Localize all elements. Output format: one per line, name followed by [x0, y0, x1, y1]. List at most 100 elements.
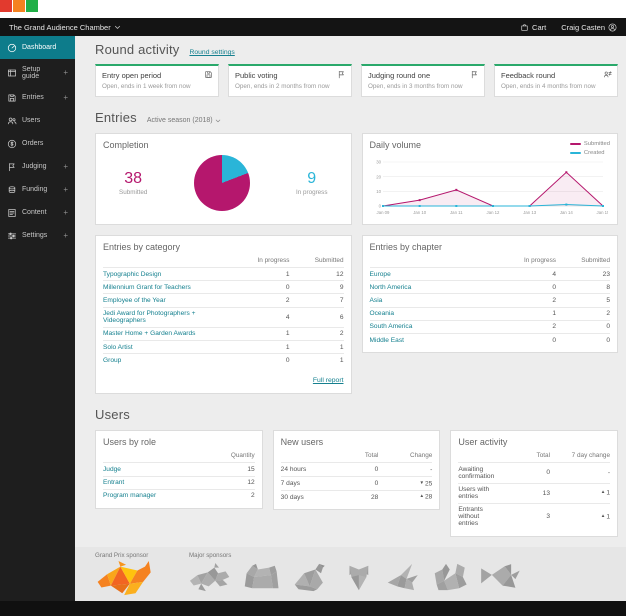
column-header-in-progress: In progress — [257, 257, 290, 264]
submitted-value: 12 — [289, 266, 344, 281]
sidebar-item-icon — [7, 208, 17, 218]
major-sponsors-label: Major sponsors — [189, 552, 232, 559]
expand-plus-icon[interactable]: + — [63, 161, 68, 171]
svg-text:Jan 15: Jan 15 — [596, 209, 607, 214]
svg-text:Jan 11: Jan 11 — [450, 209, 463, 214]
origami-dragon-icon — [95, 561, 159, 597]
round-settings-link[interactable]: Round settings — [189, 49, 235, 56]
completion-card: Completion 38 Submitted 9 In progress — [95, 133, 352, 225]
period-label: 30 days — [280, 489, 325, 504]
svg-text:Jan 14: Jan 14 — [559, 209, 573, 214]
column-header-total: Total — [536, 452, 551, 460]
user-name: Craig Casten — [561, 22, 605, 32]
round-card-title: Judging round one — [368, 71, 431, 80]
entries-by-chapter-title: Entries by chapter — [369, 242, 443, 252]
expand-plus-icon[interactable]: + — [63, 184, 68, 194]
expand-plus-icon[interactable]: + — [63, 67, 68, 77]
table-row: Judge 15 — [103, 462, 255, 476]
full-report-link[interactable]: Full report — [312, 377, 344, 385]
users-title: Users — [95, 407, 130, 423]
sidebar-item-label: Entries — [22, 94, 44, 101]
chapter-link[interactable]: Asia — [369, 296, 383, 304]
column-header — [370, 255, 503, 268]
category-link[interactable]: Typographic Design — [103, 270, 162, 278]
sidebar-item[interactable]: Judging + — [0, 155, 75, 178]
in-progress-value: 2 — [235, 293, 290, 308]
quantity-value: 2 — [200, 488, 255, 502]
role-link[interactable]: Program manager — [103, 492, 157, 500]
origami-sponsor-icon — [431, 562, 470, 592]
change-value: ▼25 — [378, 476, 433, 491]
sidebar-item-label: Judging — [22, 163, 47, 170]
origami-sponsor-icon — [479, 562, 522, 592]
in-progress-stat: 9 In progress — [296, 170, 328, 196]
total-value: 28 — [324, 489, 379, 504]
entries-title: Entries — [95, 110, 137, 125]
category-link[interactable]: Jedi Award for Photographers + Videograp… — [103, 310, 196, 325]
table-row: Oceania 1 2 — [369, 306, 610, 321]
in-progress-label: In progress — [295, 188, 328, 196]
category-link[interactable]: Solo Artist — [103, 343, 133, 351]
origami-sponsor-icon — [291, 562, 332, 592]
in-progress-value: 0 — [235, 353, 290, 367]
in-progress-value: 0 — [235, 280, 290, 294]
cart-button[interactable]: Cart — [520, 23, 546, 32]
brand-square — [13, 0, 25, 12]
chapter-link[interactable]: North America — [369, 283, 412, 291]
submitted-value: 1 — [289, 353, 344, 367]
category-link[interactable]: Group — [103, 356, 122, 364]
submitted-value: 9 — [289, 280, 344, 294]
sidebar-item[interactable]: Funding + — [0, 178, 75, 201]
account-switcher[interactable]: The Grand Audience Chamber — [9, 23, 121, 32]
svg-text:0: 0 — [378, 203, 381, 208]
legend-swatch — [569, 143, 581, 145]
table-row: Entrant 12 — [103, 475, 255, 490]
round-card: Feedback round Open, ends in 4 months fr… — [494, 64, 618, 97]
trend-arrow-icon: ▼ — [419, 479, 424, 485]
chapter-link[interactable]: Europe — [369, 270, 391, 278]
in-progress-count: 9 — [307, 170, 317, 188]
sidebar-item[interactable]: Entries + — [0, 86, 75, 109]
in-progress-value: 0 — [502, 280, 556, 294]
round-activity-title: Round activity — [95, 42, 180, 57]
category-link[interactable]: Employee of the Year — [103, 296, 166, 304]
expand-plus-icon[interactable]: + — [63, 92, 68, 102]
season-filter-label: Active season (2018) — [146, 117, 213, 124]
expand-plus-icon[interactable]: + — [63, 230, 68, 240]
sidebar-item[interactable]: Dashboard — [0, 36, 75, 59]
chapter-link[interactable]: Middle East — [369, 336, 404, 344]
svg-text:20: 20 — [376, 174, 381, 179]
sidebar-item-label: Funding — [22, 186, 48, 193]
table-row: 30 days 28 ▲28 — [280, 489, 433, 504]
role-link[interactable]: Judge — [103, 465, 121, 473]
trend-arrow-icon: ▲ — [600, 513, 606, 519]
activity-label: Awaiting confirmation — [458, 462, 497, 483]
chapter-link[interactable]: Oceania — [369, 310, 395, 318]
legend-label: Submitted — [583, 141, 610, 147]
round-card-title: Feedback round — [501, 71, 556, 80]
category-link[interactable]: Millennium Grant for Teachers — [103, 283, 191, 291]
user-activity-title: User activity — [458, 437, 508, 448]
origami-sponsor-icon — [342, 562, 376, 592]
submitted-value: 1 — [289, 339, 344, 354]
sidebar-item[interactable]: Settings + — [0, 224, 75, 247]
round-card-icon — [204, 70, 213, 79]
category-link[interactable]: Master Home + Garden Awards — [103, 330, 196, 338]
sidebar-item[interactable]: Users — [0, 109, 75, 132]
user-menu[interactable]: Craig Casten — [561, 23, 617, 32]
svg-text:30: 30 — [376, 159, 381, 164]
role-link[interactable]: Entrant — [103, 479, 125, 487]
sidebar-item-icon — [7, 68, 17, 78]
column-header-submitted: Submitted — [581, 257, 610, 264]
round-card: Entry open period Open, ends in 1 week f… — [95, 64, 219, 97]
sidebar-item[interactable]: Content + — [0, 201, 75, 224]
chapter-link[interactable]: South America — [369, 323, 413, 331]
column-header — [281, 450, 325, 463]
change-value: - — [378, 462, 433, 477]
total-value: 0 — [324, 476, 379, 491]
expand-plus-icon[interactable]: + — [63, 207, 68, 217]
sidebar-item[interactable]: Orders — [0, 132, 75, 155]
user-activity-card: User activity Total 7 day change — [450, 430, 619, 537]
sidebar-item[interactable]: Setup guide + — [0, 59, 75, 86]
season-filter[interactable]: Active season (2018) — [147, 117, 221, 124]
